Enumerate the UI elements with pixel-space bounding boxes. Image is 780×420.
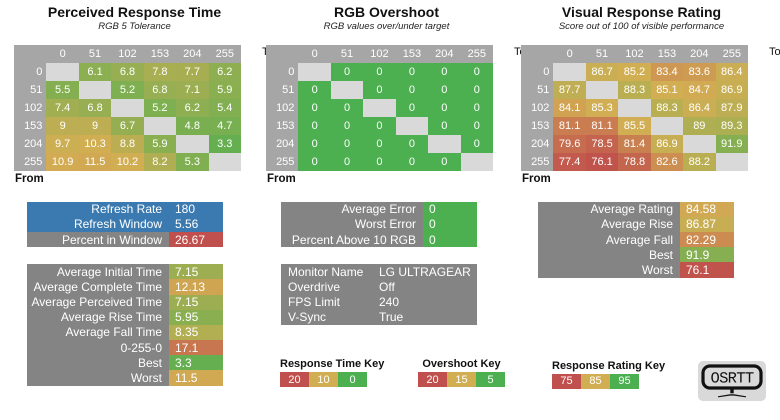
svg-text:OSRTT: OSRTT bbox=[710, 369, 753, 387]
